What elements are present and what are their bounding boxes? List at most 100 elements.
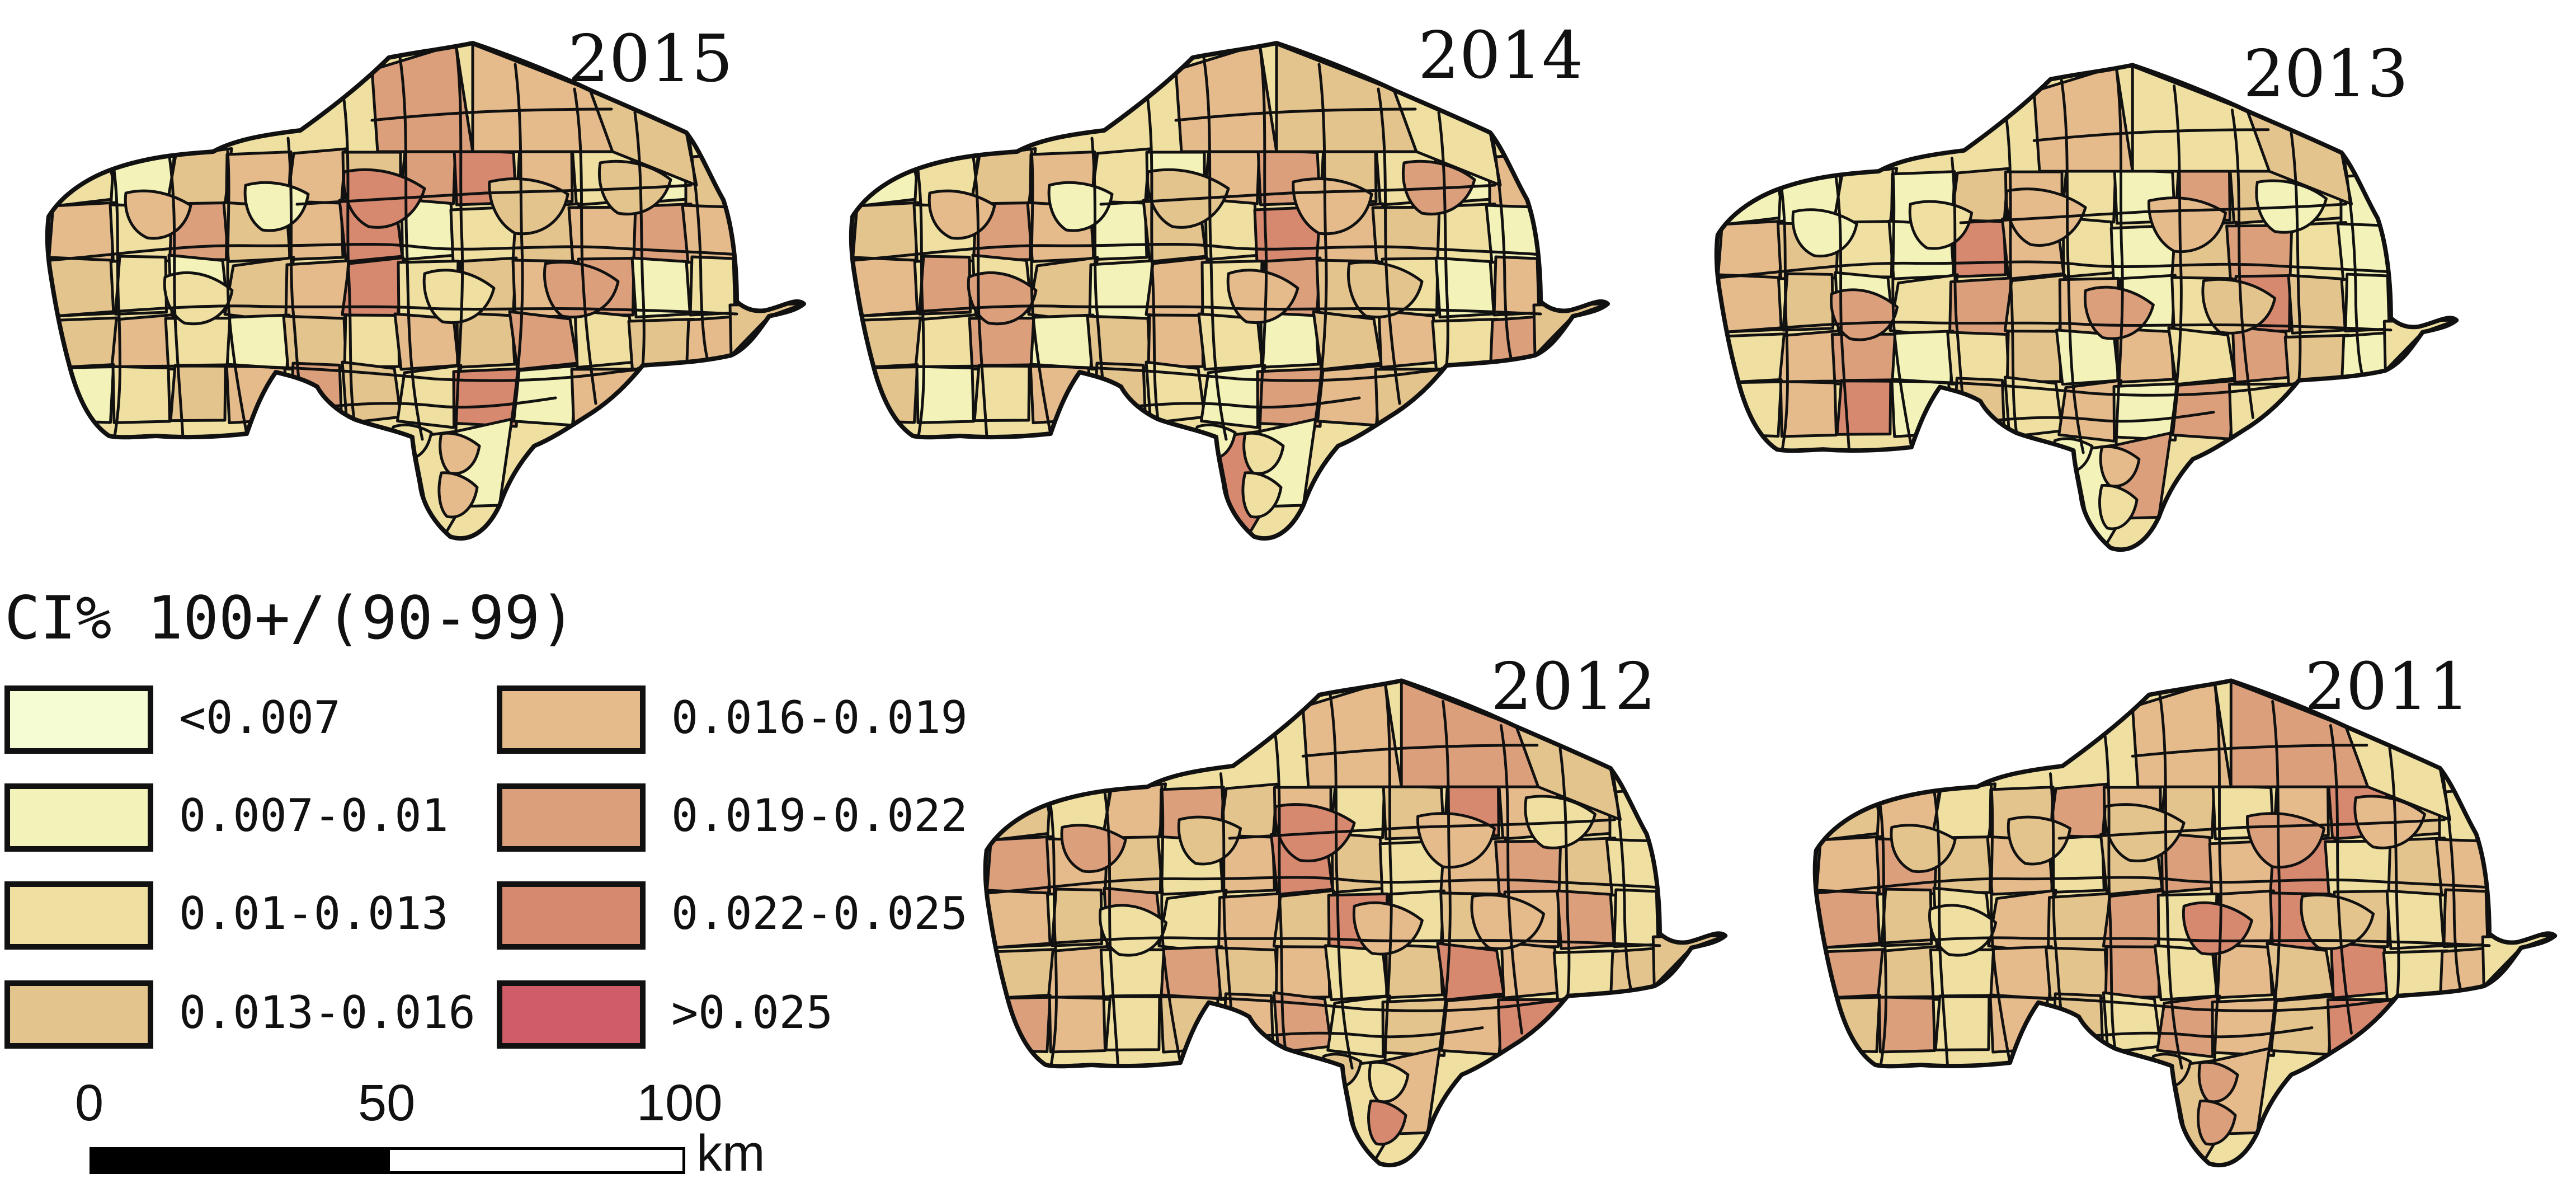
map-boundary <box>1048 800 1058 1067</box>
map-region <box>452 367 521 428</box>
map-region <box>2388 995 2445 1054</box>
map-region <box>1242 431 1285 475</box>
map-region <box>1716 164 1786 227</box>
legend-swatch <box>4 783 153 852</box>
map-boundary <box>2005 119 2018 435</box>
map-boundary <box>168 156 185 439</box>
map-region <box>1316 364 1383 427</box>
map-boundary <box>2057 818 2446 840</box>
map-region <box>111 365 171 424</box>
map-region <box>1200 364 1266 429</box>
map-boundary <box>1558 747 1571 998</box>
map-region <box>1371 205 1444 265</box>
legend-swatch <box>4 980 153 1049</box>
map-region <box>455 311 516 369</box>
map-boundary <box>1174 107 1417 122</box>
map-boundary <box>1146 98 1160 421</box>
map-region <box>1241 471 1283 519</box>
map-region <box>1381 998 1448 1057</box>
map-2011 <box>1812 678 2558 1168</box>
map-region <box>1440 994 1505 1056</box>
map-region <box>2225 224 2296 283</box>
map-region <box>852 256 919 318</box>
map-region <box>1613 888 1660 948</box>
map-boundary <box>1099 184 1496 206</box>
scale-label-zero: 0 <box>75 1074 104 1131</box>
map-boundary <box>2230 109 2254 419</box>
map-region <box>1160 945 1223 1001</box>
map-region <box>1326 994 1392 1058</box>
legend-swatch <box>497 783 646 852</box>
map-boundary <box>2060 78 2085 454</box>
map-boundary <box>1437 111 1449 367</box>
map-region <box>2437 996 2493 1054</box>
map-region <box>852 363 919 424</box>
map-region <box>1494 839 1565 898</box>
map-outline <box>1714 63 2459 552</box>
map-boundary <box>1950 157 1965 400</box>
legend-label: 0.01-0.013 <box>179 888 449 940</box>
map-boundary <box>2048 772 2063 1015</box>
map-region <box>1717 378 1783 438</box>
legend-item: <0.007 <box>4 685 452 758</box>
map-boundary <box>1491 133 1513 361</box>
map-boundary <box>1959 203 2348 224</box>
map-boundary <box>1611 769 1633 992</box>
map-boundary <box>398 56 424 441</box>
legend-item: 0.022-0.025 <box>497 881 968 954</box>
map-region <box>2104 945 2161 999</box>
year-label-2014: 2014 <box>1418 18 1584 93</box>
map-region-group <box>1716 65 2457 550</box>
map-boundary <box>1878 800 1887 1067</box>
map-region <box>1377 309 1440 369</box>
map-region <box>633 364 691 425</box>
map-boundary <box>1329 693 1354 1070</box>
map-region-group <box>47 43 804 539</box>
map-region <box>1437 364 1495 425</box>
map-boundary <box>2103 735 2117 1050</box>
legend-label: >0.025 <box>671 987 833 1039</box>
map-region <box>1782 272 1835 332</box>
map-boundary <box>856 304 1542 318</box>
scale-bar-black-segment <box>92 1150 390 1171</box>
map-region <box>986 889 1052 950</box>
map-outline <box>983 678 1728 1168</box>
map-boundary <box>1098 396 1361 412</box>
map-boundary <box>2032 128 2270 142</box>
map-boundary <box>1219 772 1233 1015</box>
map-region <box>1274 945 1331 999</box>
map-region <box>2211 998 2278 1057</box>
map-region <box>573 309 636 369</box>
map-region <box>2005 330 2062 384</box>
map-region <box>2057 379 2123 443</box>
map-region <box>1217 892 1282 954</box>
map-region <box>967 271 1038 326</box>
map-region <box>1815 835 1883 896</box>
map-boundary <box>1314 63 1328 421</box>
map-region <box>1027 256 1099 323</box>
year-label-2012: 2012 <box>1491 649 1656 725</box>
map-region <box>2099 445 2141 488</box>
map-boundary <box>2441 769 2462 992</box>
map-boundary <box>2290 132 2302 382</box>
map-region <box>2047 892 2111 954</box>
map-boundary <box>1227 1026 1484 1041</box>
map-boundary <box>972 156 988 439</box>
map-boundary <box>1933 791 1949 1068</box>
legend-item: 0.016-0.019 <box>497 685 968 758</box>
map-boundary <box>1779 184 1789 451</box>
map-boundary <box>1160 785 1182 1064</box>
map-region <box>48 363 115 424</box>
legend-label: 0.019-0.022 <box>671 790 968 842</box>
map-region <box>1877 996 1936 1054</box>
map-boundary <box>226 150 248 435</box>
legend-label: 0.016-0.019 <box>671 692 968 744</box>
map-region <box>1880 888 1933 947</box>
map-region <box>2339 381 2394 439</box>
map-boundary <box>2056 1026 2314 1041</box>
map-region <box>1987 889 2057 955</box>
map-region <box>1157 889 1228 955</box>
map-region <box>1830 288 1899 341</box>
map-boundary <box>916 165 926 438</box>
map-region <box>2171 379 2236 440</box>
